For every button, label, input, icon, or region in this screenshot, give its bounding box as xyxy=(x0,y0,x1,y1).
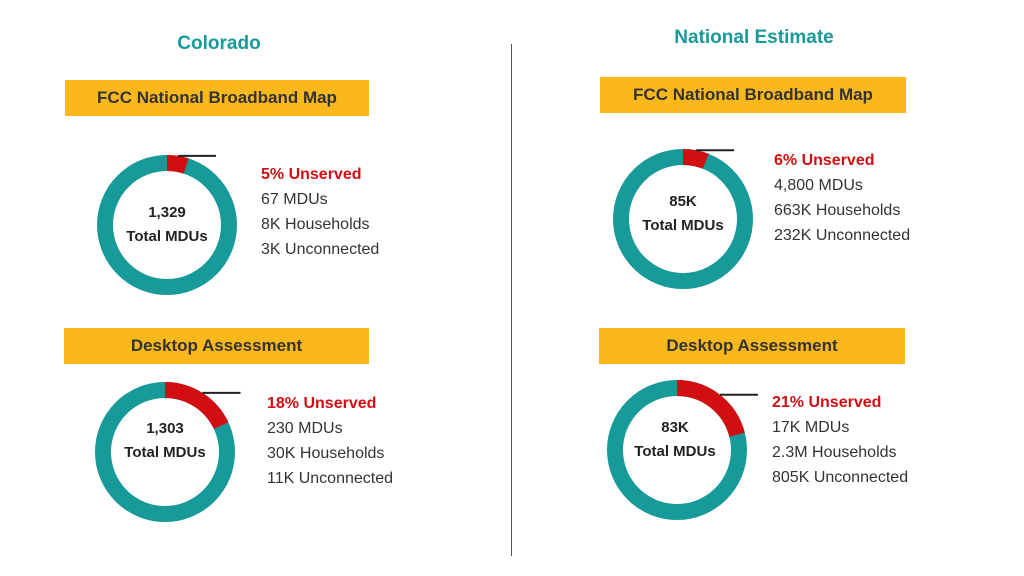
stats-national-desktop: 21% Unserved 17K MDUs 2.3M Households 80… xyxy=(772,390,908,490)
mdus-count: 67 MDUs xyxy=(261,191,328,208)
mdus-count: 17K MDUs xyxy=(772,419,850,436)
unserved-label: 21% Unserved xyxy=(772,394,882,411)
unconnected-count: 805K Unconnected xyxy=(772,469,909,486)
donut-chart-colorado-fcc xyxy=(97,154,237,295)
mdus-count: 230 MDUs xyxy=(267,420,343,437)
households-count: 2.3M Households xyxy=(772,444,897,461)
total-mdus-label: Total MDUs xyxy=(126,228,208,245)
donut-center-national-desktop: 83K Total MDUs xyxy=(600,416,750,464)
total-mdus-label: Total MDUs xyxy=(124,444,206,461)
total-mdus-value: 1,303 xyxy=(146,420,184,437)
unconnected-count: 3K Unconnected xyxy=(261,241,380,258)
stats-national-fcc: 6% Unserved 4,800 MDUs 663K Households 2… xyxy=(774,148,910,248)
total-mdus-value: 85K xyxy=(669,193,697,210)
unconnected-count: 232K Unconnected xyxy=(774,227,911,244)
column-divider xyxy=(511,44,512,556)
total-mdus-value: 1,329 xyxy=(148,204,186,221)
donut-chart-national-fcc xyxy=(613,149,753,289)
fcc-banner-national: FCC National Broadband Map xyxy=(600,77,906,113)
total-mdus-label: Total MDUs xyxy=(634,443,716,460)
total-mdus-value: 83K xyxy=(661,419,689,436)
unserved-slice xyxy=(166,155,189,174)
donut-chart-national-desktop xyxy=(607,380,758,520)
unserved-slice xyxy=(676,380,745,437)
fcc-banner-colorado: FCC National Broadband Map xyxy=(65,80,369,116)
mdus-count: 4,800 MDUs xyxy=(774,177,863,194)
unserved-label: 5% Unserved xyxy=(261,166,362,183)
unconnected-count: 11K Unconnected xyxy=(267,470,394,487)
households-count: 8K Households xyxy=(261,216,370,233)
total-mdus-label: Total MDUs xyxy=(642,217,724,234)
donut-center-colorado-fcc: 1,329 Total MDUs xyxy=(92,201,242,249)
stats-colorado-fcc: 5% Unserved 67 MDUs 8K Households 3K Unc… xyxy=(261,162,379,262)
donut-center-national-fcc: 85K Total MDUs xyxy=(608,190,758,238)
households-count: 663K Households xyxy=(774,202,901,219)
national-estimate-title: National Estimate xyxy=(674,27,834,48)
unserved-label: 18% Unserved xyxy=(267,395,377,412)
desktop-banner-colorado: Desktop Assessment xyxy=(64,328,369,364)
donut-center-colorado-desktop: 1,303 Total MDUs xyxy=(90,417,240,465)
unserved-label: 6% Unserved xyxy=(774,152,875,169)
desktop-banner-national: Desktop Assessment xyxy=(599,328,905,364)
unserved-slice xyxy=(164,382,229,430)
stats-colorado-desktop: 18% Unserved 230 MDUs 30K Households 11K… xyxy=(267,391,393,491)
colorado-title: Colorado xyxy=(177,33,261,54)
donut-chart-colorado-desktop xyxy=(95,382,241,522)
households-count: 30K Households xyxy=(267,445,385,462)
unserved-slice xyxy=(682,149,709,169)
